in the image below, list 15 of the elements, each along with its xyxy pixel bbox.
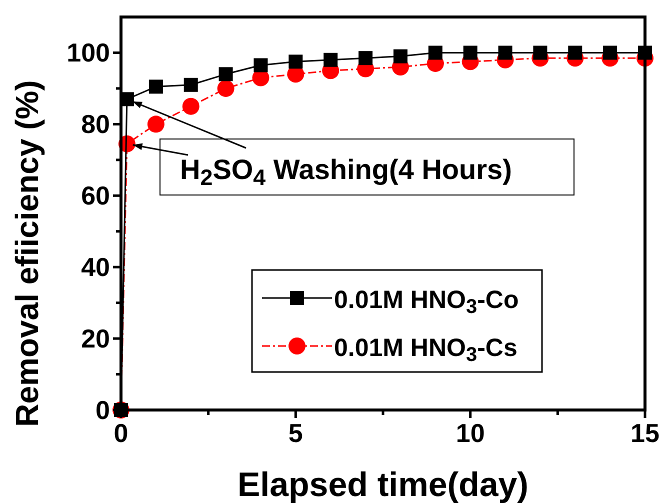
x-axis-title: Elapsed time(day) [238,466,528,504]
x-tick-label: 15 [630,418,660,448]
y-tick-label: 0 [96,395,110,425]
y-axis-title: Removal efiiciency (%) [9,80,45,427]
x-tick-label: 10 [456,418,485,448]
x-tick-label: 0 [114,418,128,448]
y-tick-label: 20 [81,324,110,354]
y-tick-label: 60 [81,180,110,211]
y-tick-label: 40 [81,252,110,282]
legend-label: 0.01M HNO$_{3}$-Co [334,286,519,318]
x-tick-label: 5 [288,418,303,448]
annotation: H$_{2}$SO$_{4}$ Washing(4 Hours) [180,154,512,190]
legend-label: 0.01M HNO$_{3}$-Cs [334,334,518,366]
y-tick-label: 80 [81,109,110,140]
y-tick-label: 100 [66,38,110,68]
